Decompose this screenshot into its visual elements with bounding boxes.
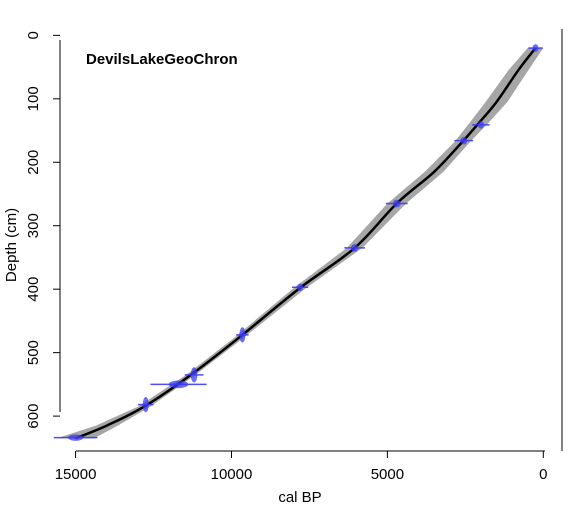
- date-marker: [150, 380, 207, 389]
- y-tick-label: 100: [25, 86, 42, 111]
- date-probability: [477, 121, 484, 129]
- date-marker: [137, 397, 154, 413]
- date-probability: [168, 380, 189, 389]
- date-probability: [392, 199, 401, 208]
- date-probability: [67, 434, 84, 441]
- date-probability: [239, 327, 246, 343]
- date-marker: [528, 44, 543, 52]
- date-probability: [460, 136, 468, 145]
- y-tick-label: 200: [25, 150, 42, 175]
- chart-title: DevilsLakeGeoChron: [86, 51, 238, 68]
- date-probability: [190, 367, 198, 383]
- y-tick-label: 400: [25, 277, 42, 302]
- axes-layer: 15000 10000 5000 0 0 100 200 300 400 500 600: [25, 29, 563, 483]
- y-tick-label: 600: [25, 404, 42, 429]
- date-marker: [472, 121, 490, 129]
- date-probability: [297, 283, 304, 292]
- x-tick-label: 15000: [55, 466, 97, 483]
- date-probability: [142, 397, 149, 413]
- y-tick-label: 500: [25, 340, 42, 365]
- x-tick-label: 0: [539, 466, 547, 483]
- age-depth-model-line: [75, 47, 537, 440]
- x-axis-title: cal BP: [278, 489, 321, 506]
- x-tick-label: 5000: [371, 466, 404, 483]
- date-probability: [532, 44, 539, 52]
- date-probability: [351, 244, 359, 252]
- date-marker: [291, 283, 309, 292]
- date-marker: [385, 199, 408, 208]
- date-marker: [344, 244, 365, 252]
- date-marker: [53, 434, 98, 441]
- y-tick-label: 300: [25, 213, 42, 238]
- dates-layer: [53, 44, 543, 441]
- y-tick-label: 0: [25, 31, 42, 39]
- date-marker: [236, 327, 249, 343]
- model-line-layer: [75, 47, 537, 440]
- y-axis-title: Depth (cm): [3, 208, 20, 282]
- x-tick-label: 10000: [211, 466, 253, 483]
- date-marker: [454, 136, 474, 145]
- date-marker: [184, 367, 204, 383]
